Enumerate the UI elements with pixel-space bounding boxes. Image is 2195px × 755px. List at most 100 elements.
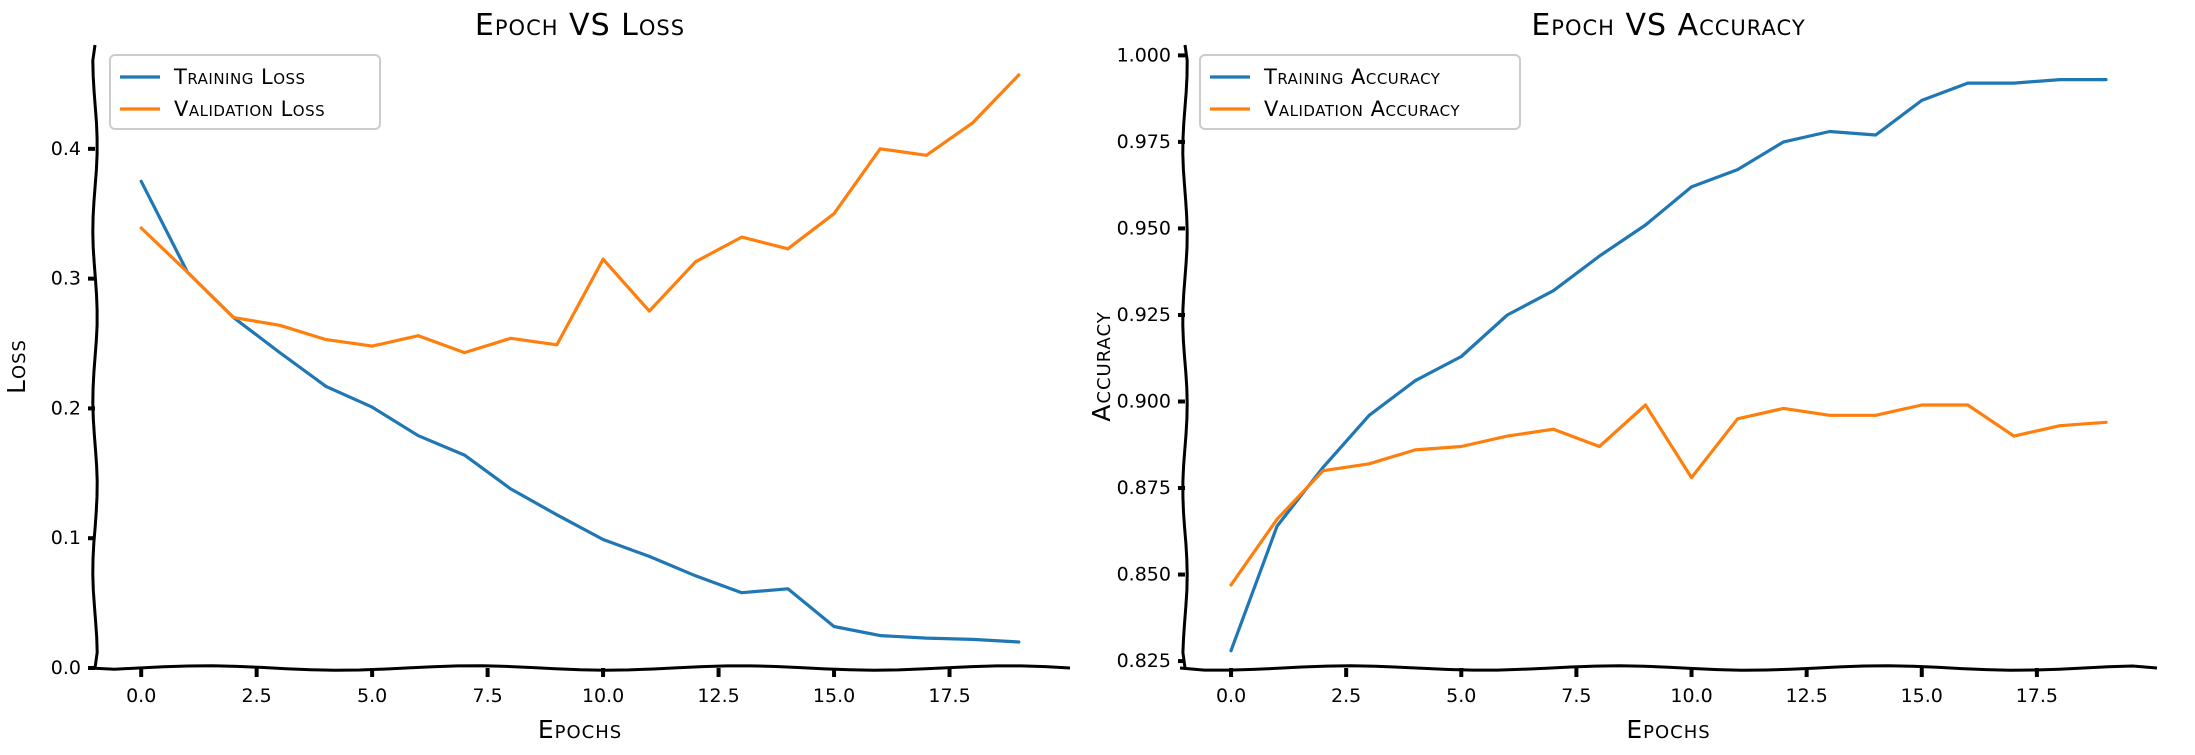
data-point xyxy=(740,591,744,595)
y-axis-label: Loss xyxy=(2,339,31,394)
data-point xyxy=(1690,476,1693,480)
data-point xyxy=(509,487,513,491)
data-point xyxy=(416,434,420,438)
data-point xyxy=(463,453,466,457)
y-tick-label: 0.925 xyxy=(1117,304,1171,326)
data-point xyxy=(2104,78,2108,82)
y-tick-label: 0.850 xyxy=(1117,564,1171,586)
y-tick-label: 0.0 xyxy=(51,657,81,679)
y-tick-label: 0.875 xyxy=(1117,477,1171,499)
data-point xyxy=(1229,649,1233,653)
data-point xyxy=(555,343,559,347)
x-tick-label: 17.5 xyxy=(2016,685,2058,707)
data-point xyxy=(878,634,882,637)
data-point xyxy=(232,316,235,319)
y-tick-label: 0.950 xyxy=(1117,217,1171,239)
data-point xyxy=(1367,413,1371,417)
data-point xyxy=(1920,403,1924,407)
x-tick-label: 12.5 xyxy=(697,685,739,707)
legend-label: Validation Loss xyxy=(174,97,325,121)
legend-box xyxy=(109,54,381,130)
data-point xyxy=(370,344,374,348)
data-point xyxy=(786,247,790,251)
legend-box xyxy=(1199,54,1521,130)
data-point xyxy=(1644,403,1647,407)
data-point xyxy=(694,260,697,264)
data-point xyxy=(925,153,928,157)
data-point xyxy=(740,235,744,239)
data-point xyxy=(1017,73,1021,77)
series-line-1 xyxy=(1229,403,2108,587)
data-point xyxy=(1598,445,1601,448)
data-point xyxy=(1828,130,1832,133)
data-point xyxy=(1598,254,1601,258)
data-point xyxy=(278,351,282,355)
data-point xyxy=(647,309,651,313)
data-point xyxy=(832,212,836,216)
y-tick-label: 0.975 xyxy=(1117,131,1171,153)
data-point xyxy=(1459,445,1463,448)
data-point xyxy=(1736,168,1739,172)
data-point xyxy=(1321,469,1325,473)
data-point xyxy=(1966,81,1970,85)
data-point xyxy=(1920,98,1924,102)
x-tick-label: 2.5 xyxy=(242,685,272,707)
data-point xyxy=(1644,223,1647,227)
x-tick-label: 7.5 xyxy=(473,685,503,707)
data-point xyxy=(139,226,143,230)
data-point xyxy=(1321,465,1325,469)
data-point xyxy=(1367,462,1371,466)
data-point xyxy=(971,638,975,641)
data-point xyxy=(1505,313,1509,317)
y-tick-label: 0.2 xyxy=(51,397,81,419)
data-point xyxy=(832,625,836,628)
data-point xyxy=(1275,517,1279,521)
series-line-0 xyxy=(139,179,1021,644)
data-point xyxy=(1874,133,1878,137)
legend-label: Training Accuracy xyxy=(1263,65,1441,89)
data-point xyxy=(878,147,882,151)
y-axis-line xyxy=(91,44,99,669)
x-tick-label: 7.5 xyxy=(1561,685,1591,707)
data-point xyxy=(601,257,605,261)
data-point xyxy=(416,334,420,338)
loss-chart-panel: Epoch VS Loss 0.0 0.1 0.2 0.3 0.4 0.0 2.5 5.0 7.5… xyxy=(2,8,1071,744)
accuracy-chart-panel: Epoch VS Accuracy 0.825 0.850 0.875 0.900 0.9… xyxy=(1087,8,2158,744)
data-point xyxy=(1690,185,1693,189)
data-point xyxy=(324,338,328,342)
data-point xyxy=(278,323,282,327)
data-point xyxy=(1551,427,1555,431)
y-tick-label: 1.000 xyxy=(1117,44,1171,66)
data-point xyxy=(1966,403,1970,407)
data-point xyxy=(139,179,143,183)
x-tick-label: 2.5 xyxy=(1331,685,1361,707)
data-point xyxy=(971,121,975,125)
x-axis-line xyxy=(89,664,1071,672)
series-line-0 xyxy=(1229,78,2108,653)
data-point xyxy=(647,554,651,558)
data-point xyxy=(324,384,328,388)
data-point xyxy=(694,574,697,578)
data-point xyxy=(1736,417,1739,421)
y-tick-label: 0.900 xyxy=(1117,390,1171,412)
data-point xyxy=(509,336,513,340)
x-tick-label: 17.5 xyxy=(928,685,970,707)
data-point xyxy=(1505,434,1509,438)
x-tick-label: 12.5 xyxy=(1785,685,1827,707)
x-tick-label: 0.0 xyxy=(1216,685,1246,707)
data-point xyxy=(1413,379,1417,383)
x-axis-line xyxy=(1179,664,2158,672)
data-point xyxy=(2058,424,2062,428)
data-point xyxy=(185,270,189,274)
data-point xyxy=(1874,413,1878,417)
legend-label: Training Loss xyxy=(173,65,306,89)
x-axis-label: Epochs xyxy=(1626,715,1710,744)
data-point xyxy=(2012,434,2016,438)
data-point xyxy=(601,538,605,541)
data-point xyxy=(1413,448,1417,452)
data-point xyxy=(2058,78,2062,82)
y-tick-label: 0.4 xyxy=(51,138,81,160)
legend-label: Validation Accuracy xyxy=(1264,97,1460,121)
data-point xyxy=(370,405,374,409)
